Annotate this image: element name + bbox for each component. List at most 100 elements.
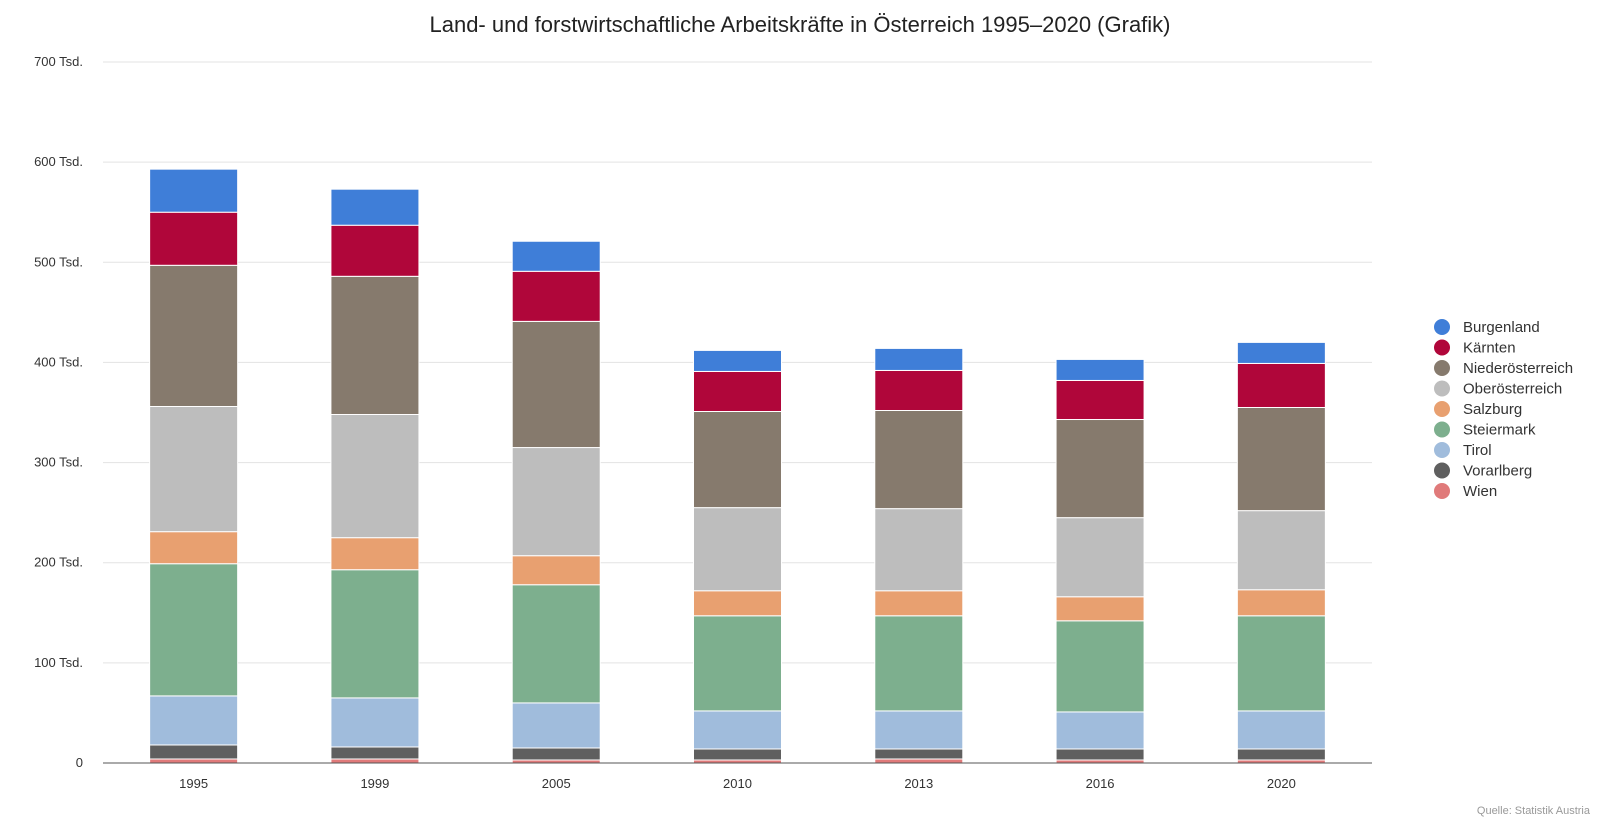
x-tick-label: 1995	[179, 776, 208, 791]
legend-label: Niederösterreich	[1463, 360, 1573, 377]
legend: Burgenland Kärnten Niederösterreich Oberöst…	[1434, 319, 1573, 500]
chart-title: Land- und forstwirtschaftliche Arbeitskr…	[429, 12, 1170, 37]
x-tick-label: 2016	[1086, 776, 1115, 791]
bar-segment-kärnten-2020	[1236, 362, 1326, 408]
bar-segment-burgenland-1995	[149, 168, 239, 213]
source-label: Quelle: Statistik Austria	[1477, 805, 1591, 817]
bar-segment-tirol-2010	[693, 710, 782, 750]
bar-segment-tirol-2013	[874, 710, 964, 750]
bar-segment-tirol-1995	[149, 695, 239, 746]
bar-segment-salzburg-2010	[693, 590, 782, 617]
x-tick-label: 2013	[904, 776, 933, 791]
bar-segment-salzburg-2013	[874, 590, 964, 617]
bar-segment-salzburg-2005	[511, 555, 601, 586]
bar-stack-2005	[511, 240, 601, 764]
bar-segment-vorarlberg-2020	[1236, 748, 1326, 761]
bar-segment-wien-2013	[874, 758, 964, 764]
bar-segment-oberösterreich-2005	[511, 447, 601, 557]
bar-segment-tirol-1999	[330, 697, 420, 748]
bar-segment-niederösterreich-2016	[1055, 419, 1145, 519]
legend-label: Kärnten	[1463, 340, 1516, 357]
legend-label: Burgenland	[1463, 319, 1540, 336]
legend-swatch	[1434, 360, 1450, 376]
legend-swatch	[1434, 462, 1450, 479]
bar-segment-kärnten-2016	[1055, 379, 1145, 421]
bar-segment-oberösterreich-2010	[693, 507, 782, 592]
bar-segment-oberösterreich-1995	[149, 405, 239, 533]
legend-label: Oberösterreich	[1463, 381, 1562, 398]
bar-segment-kärnten-2013	[874, 369, 964, 411]
legend-item-salzburg[interactable]: Salzburg	[1434, 401, 1522, 418]
bar-segment-steiermark-2016	[1055, 620, 1145, 713]
bar-segment-burgenland-2016	[1055, 358, 1145, 381]
bar-stack-1995	[149, 168, 239, 764]
bar-segment-steiermark-2013	[874, 615, 964, 712]
legend-item-steiermark[interactable]: Steiermark	[1434, 421, 1536, 439]
bar-stack-2010	[693, 349, 782, 764]
x-tick-label: 1999	[360, 776, 389, 791]
x-tick-label: 2010	[723, 776, 752, 791]
bar-segment-vorarlberg-2013	[874, 748, 964, 760]
y-tick-label: 300 Tsd.	[34, 455, 83, 470]
bar-segment-vorarlberg-2016	[1055, 748, 1145, 761]
bar-segment-vorarlberg-2005	[511, 747, 601, 761]
legend-item-vorarlberg[interactable]: Vorarlberg	[1434, 462, 1532, 480]
bar-segment-steiermark-1999	[330, 569, 420, 699]
legend-item-wien[interactable]: Wien	[1434, 483, 1497, 500]
legend-label: Wien	[1463, 483, 1497, 500]
bar-segment-niederösterreich-1995	[149, 264, 239, 407]
y-tick-label: 600 Tsd.	[34, 154, 83, 169]
legend-item-oberösterreich[interactable]: Oberösterreich	[1434, 380, 1562, 398]
bar-segment-burgenland-2013	[874, 347, 964, 371]
bar-segment-salzburg-2016	[1055, 596, 1145, 622]
bar-segment-wien-1999	[330, 758, 420, 764]
bar-stack-2016	[1055, 358, 1145, 764]
legend-swatch	[1434, 339, 1450, 356]
legend-item-tirol[interactable]: Tirol	[1434, 442, 1492, 459]
bar-segment-tirol-2005	[511, 702, 601, 749]
bar-segment-kärnten-1995	[149, 211, 239, 266]
legend-swatch	[1434, 380, 1450, 397]
legend-swatch	[1434, 401, 1450, 417]
bar-segment-steiermark-2005	[511, 584, 601, 704]
bar-segment-wien-1995	[149, 758, 239, 764]
bar-segment-niederösterreich-2013	[874, 409, 964, 510]
bar-segment-tirol-2016	[1055, 711, 1145, 750]
bar-segment-kärnten-2005	[511, 270, 601, 322]
bar-segment-niederösterreich-2005	[511, 320, 601, 449]
bars	[149, 168, 1326, 764]
legend-swatch	[1434, 319, 1450, 335]
bar-segment-oberösterreich-2013	[874, 508, 964, 592]
y-axis-tick-labels: 0 100 Tsd. 200 Tsd. 300 Tsd. 400 Tsd. 500 Tsd…	[34, 54, 83, 770]
legend-item-kärnten[interactable]: Kärnten	[1434, 339, 1516, 357]
y-tick-label: 500 Tsd.	[34, 254, 83, 269]
x-axis-tick-labels: 1995 1999 2005 2010 2013 2016 2020	[179, 776, 1296, 791]
bar-segment-niederösterreich-1999	[330, 275, 420, 416]
bar-segment-niederösterreich-2010	[693, 410, 782, 509]
bar-segment-burgenland-1999	[330, 188, 420, 226]
legend-item-niederösterreich[interactable]: Niederösterreich	[1434, 360, 1573, 377]
y-tick-label: 200 Tsd.	[34, 555, 83, 570]
bar-segment-vorarlberg-2010	[693, 748, 782, 761]
bar-segment-salzburg-1999	[330, 537, 420, 571]
x-tick-label: 2020	[1267, 776, 1296, 791]
legend-swatch	[1434, 421, 1450, 438]
bar-segment-burgenland-2005	[511, 240, 601, 272]
bar-segment-vorarlberg-1995	[149, 744, 239, 760]
bar-stack-2013	[874, 347, 964, 764]
legend-label: Vorarlberg	[1463, 463, 1532, 480]
bar-stack-2020	[1236, 341, 1326, 764]
bar-segment-oberösterreich-2016	[1055, 517, 1145, 598]
bar-segment-kärnten-1999	[330, 224, 420, 277]
legend-label: Tirol	[1463, 442, 1492, 459]
legend-label: Steiermark	[1463, 422, 1536, 439]
bar-segment-burgenland-2020	[1236, 341, 1326, 364]
bar-segment-salzburg-2020	[1236, 589, 1326, 617]
bar-segment-steiermark-2010	[693, 615, 782, 712]
bar-segment-niederösterreich-2020	[1236, 406, 1326, 512]
bar-segment-vorarlberg-1999	[330, 746, 420, 760]
legend-item-burgenland[interactable]: Burgenland	[1434, 319, 1540, 336]
bar-segment-kärnten-2010	[693, 370, 782, 412]
bar-segment-salzburg-1995	[149, 531, 239, 565]
